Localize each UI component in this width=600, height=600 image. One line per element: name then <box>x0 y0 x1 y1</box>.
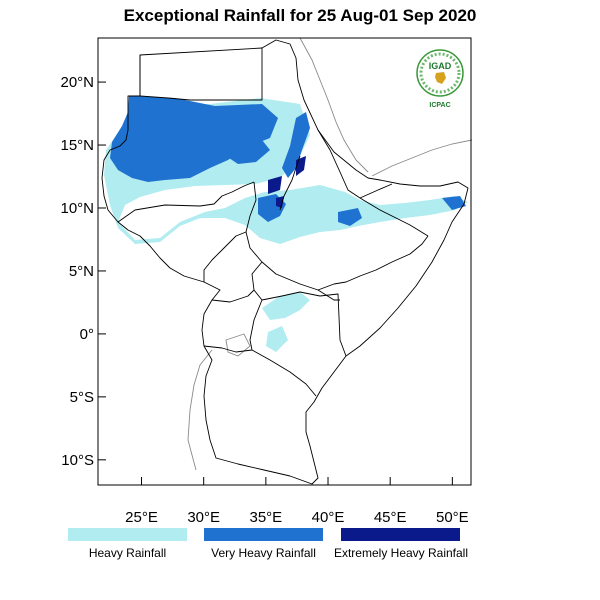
lon-tick-label: 45°E <box>374 509 407 526</box>
lon-tick-label: 50°E <box>436 509 469 526</box>
legend-swatch-extremely-heavy <box>341 528 460 541</box>
legend-swatch-heavy <box>68 528 187 541</box>
lat-tick-label: 10°N <box>60 200 94 217</box>
surrounding-coastlines <box>187 37 473 471</box>
longitude-axis: 25°E 30°E 35°E 40°E 45°E 50°E <box>125 477 469 526</box>
lon-tick-label: 40°E <box>312 509 345 526</box>
map-title: Exceptional Rainfall for 25 Aug-01 Sep 2… <box>123 6 477 25</box>
lat-tick-label: 15°N <box>60 137 94 154</box>
lon-tick-label: 25°E <box>125 509 158 526</box>
lon-tick-label: 30°E <box>187 509 220 526</box>
lat-tick-label: 20°N <box>60 74 94 91</box>
lon-tick-label: 35°E <box>249 509 282 526</box>
logo-name: IGAD <box>429 61 452 71</box>
legend-label-heavy: Heavy Rainfall <box>88 546 167 560</box>
latitude-axis: 20°N 15°N 10°N 5°N 0° 5°S 10°S <box>60 74 106 469</box>
lat-tick-label: 0° <box>80 326 94 343</box>
logo-caption: ICPAC <box>429 102 450 109</box>
lat-tick-label: 10°S <box>61 452 94 469</box>
igad-logo: IGAD ICPAC <box>416 49 464 109</box>
legend-label-extremely-heavy: Extremely Heavy Rainfall <box>333 546 469 560</box>
lat-tick-label: 5°N <box>69 263 94 280</box>
map-frame <box>97 37 472 486</box>
legend-label-very-heavy: Very Heavy Rainfall <box>211 546 316 560</box>
lat-tick-label: 5°S <box>70 389 94 406</box>
country-boundaries <box>101 39 469 485</box>
legend-swatch-very-heavy <box>204 528 323 541</box>
